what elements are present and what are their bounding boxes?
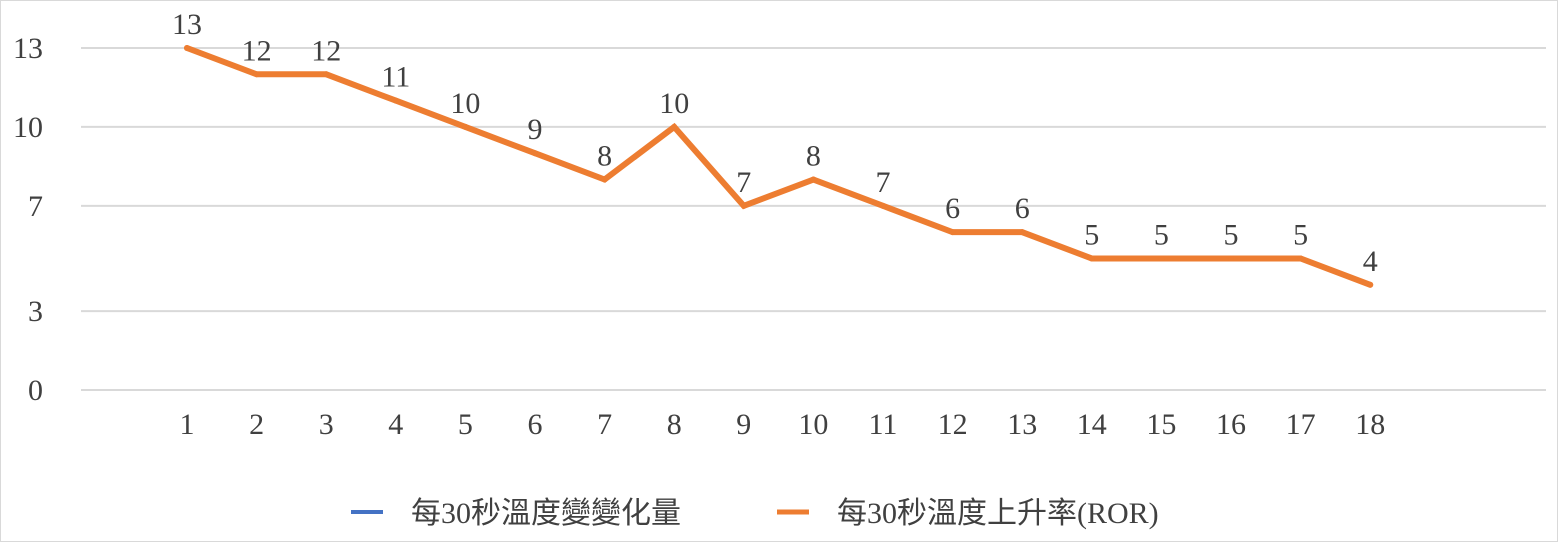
x-tick-label: 1 (180, 408, 195, 441)
legend-item-series-2: 每30秒溫度上升率(ROR) (777, 497, 1159, 530)
data-label: 12 (311, 34, 341, 67)
data-point (880, 202, 886, 209)
x-tick-label: 16 (1216, 408, 1246, 441)
data-point (949, 229, 956, 236)
legend-item-series-1: 每30秒溫度變變化量 (351, 497, 681, 530)
data-point (462, 123, 469, 130)
data-point (1158, 255, 1165, 262)
data-point (740, 202, 747, 209)
data-labels: 13 12 12 11 10 9 8 10 7 8 7 6 6 5 5 5 5 4 (172, 8, 1378, 278)
x-tick-label: 8 (667, 408, 682, 441)
x-tick-label: 3 (319, 408, 334, 441)
data-point (1367, 281, 1374, 288)
data-label: 5 (1154, 218, 1169, 251)
series-lines (184, 45, 1374, 288)
data-label: 4 (1363, 245, 1378, 278)
x-tick-label: 14 (1077, 408, 1107, 441)
legend-label-series-1: 每30秒溫度變變化量 (411, 497, 681, 530)
x-tick-label: 18 (1355, 408, 1385, 441)
data-point (601, 176, 608, 183)
data-point (323, 71, 330, 78)
data-label: 12 (242, 34, 272, 67)
data-label: 5 (1084, 218, 1099, 251)
y-tick-label: 13 (13, 32, 43, 65)
data-point (671, 123, 678, 130)
data-point (1228, 255, 1234, 262)
x-tick-label: 2 (249, 408, 264, 441)
x-tick-label: 7 (597, 408, 612, 441)
x-tick-label: 13 (1007, 408, 1037, 441)
data-label: 11 (381, 61, 410, 94)
data-point (810, 176, 817, 183)
data-point (184, 45, 190, 51)
data-label: 6 (945, 192, 960, 225)
y-tick-label: 3 (28, 295, 43, 328)
data-point (392, 97, 399, 104)
data-label: 7 (736, 166, 751, 199)
series-line-2 (184, 45, 1374, 288)
data-label: 9 (528, 113, 543, 146)
data-point (1019, 229, 1026, 236)
x-tick-label: 15 (1146, 408, 1176, 441)
x-tick-label: 5 (458, 408, 473, 441)
data-label: 8 (806, 140, 821, 173)
legend-label-series-2: 每30秒溫度上升率(ROR) (837, 497, 1159, 530)
x-tick-label: 12 (938, 408, 968, 441)
x-axis-tick-labels: 1 2 3 4 5 6 7 8 9 10 11 12 13 14 15 16 17 18 (180, 408, 1386, 441)
data-point (1088, 255, 1095, 262)
data-label: 10 (450, 87, 480, 120)
x-tick-label: 17 (1286, 408, 1316, 441)
legend: 每30秒溫度變變化量 每30秒溫度上升率(ROR) (351, 497, 1159, 530)
x-tick-label: 10 (798, 408, 828, 441)
x-tick-label: 11 (869, 408, 898, 441)
data-label: 5 (1224, 218, 1239, 251)
data-label: 6 (1015, 192, 1030, 225)
data-point (253, 71, 260, 78)
data-point (1297, 255, 1304, 262)
gridlines (81, 47, 1546, 391)
data-point (532, 150, 538, 157)
x-tick-label: 4 (388, 408, 403, 441)
data-label: 10 (659, 87, 689, 120)
data-label: 7 (876, 166, 891, 199)
y-tick-label: 0 (28, 374, 43, 407)
y-axis-tick-labels: 0 3 7 10 13 (13, 32, 43, 407)
y-tick-label: 10 (13, 111, 43, 144)
data-label: 13 (172, 8, 202, 41)
data-label: 5 (1293, 218, 1308, 251)
x-tick-label: 9 (736, 408, 751, 441)
x-tick-label: 6 (528, 408, 543, 441)
data-label: 8 (597, 140, 612, 173)
y-tick-label: 7 (28, 190, 43, 223)
